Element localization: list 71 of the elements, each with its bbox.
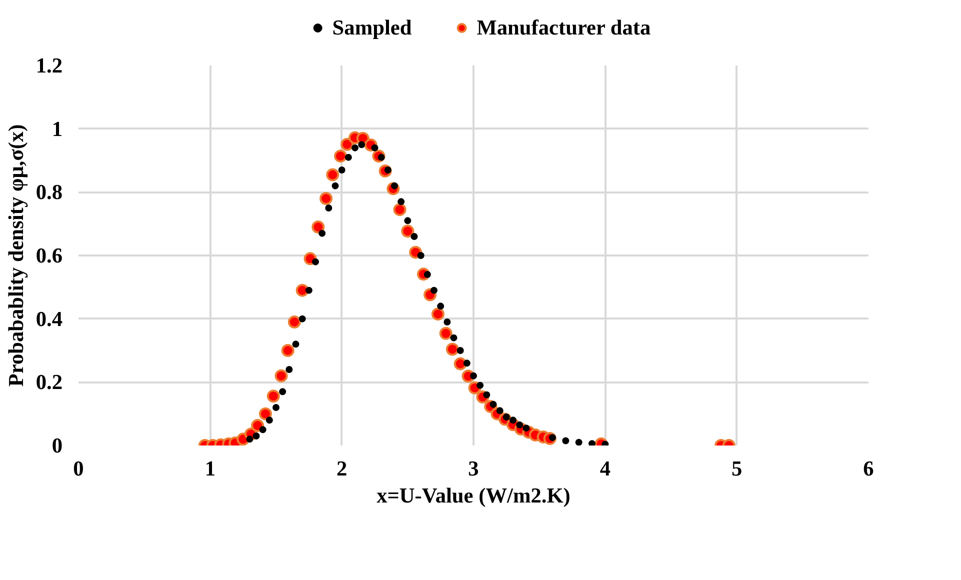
point [446, 342, 459, 356]
y-tick-label: 1.2 [36, 54, 63, 78]
point [312, 258, 319, 266]
x-tick-label: 5 [732, 456, 742, 480]
x-axis-title: x=U-Value (W/m2.K) [376, 484, 570, 508]
point [281, 344, 294, 357]
point [252, 432, 260, 440]
point [259, 426, 266, 434]
point [318, 230, 326, 237]
point [522, 424, 530, 432]
point [393, 203, 406, 216]
point [326, 168, 340, 182]
legend-label: Sampled [332, 15, 412, 40]
point [358, 141, 366, 148]
point [338, 166, 346, 174]
y-tick-label: 0.8 [36, 180, 63, 204]
point [456, 347, 464, 354]
point [288, 316, 301, 328]
point [430, 286, 438, 294]
point [404, 217, 412, 224]
point [575, 438, 582, 446]
point [588, 440, 596, 446]
point [417, 252, 424, 259]
point [266, 416, 273, 424]
x-tick-label: 1 [204, 456, 216, 480]
point [332, 182, 339, 190]
y-tick-label: 0.2 [36, 370, 63, 394]
point [292, 340, 300, 348]
x-tick-label: 6 [863, 456, 874, 480]
point [450, 334, 458, 342]
point [470, 372, 477, 380]
point [483, 391, 490, 398]
y-tick-label: 0.6 [36, 244, 63, 268]
point [398, 198, 405, 206]
point [246, 436, 254, 443]
point [272, 404, 280, 411]
point [431, 308, 444, 321]
point [424, 271, 431, 278]
point [444, 318, 451, 326]
x-tick-label: 2 [336, 456, 348, 480]
point [258, 407, 272, 420]
point [325, 204, 332, 212]
x-tick-label: 4 [600, 456, 611, 480]
point [286, 366, 293, 373]
point [334, 150, 348, 163]
point [516, 421, 524, 428]
point [298, 315, 306, 322]
point [274, 369, 288, 382]
point [352, 144, 358, 152]
point [476, 382, 484, 389]
point [463, 360, 470, 367]
point [410, 233, 418, 240]
legend-label: Manufacturer data [476, 15, 651, 40]
y-axis-title: Probabablity density φμ,σ(x) [4, 124, 28, 387]
point [437, 302, 444, 310]
point [266, 390, 280, 403]
point [562, 437, 570, 444]
point [401, 224, 414, 238]
y-tick-label: 0 [52, 434, 63, 458]
point [439, 326, 452, 340]
y-tick-label: 1 [52, 116, 63, 141]
point [251, 419, 264, 432]
point [320, 192, 333, 205]
point [279, 388, 286, 396]
point [510, 416, 516, 424]
x-tick-label: 0 [73, 456, 84, 480]
point [305, 286, 312, 294]
point [344, 154, 352, 161]
x-tick-label: 3 [468, 456, 479, 480]
y-tick-label: 0.4 [36, 306, 63, 331]
point [312, 220, 325, 234]
